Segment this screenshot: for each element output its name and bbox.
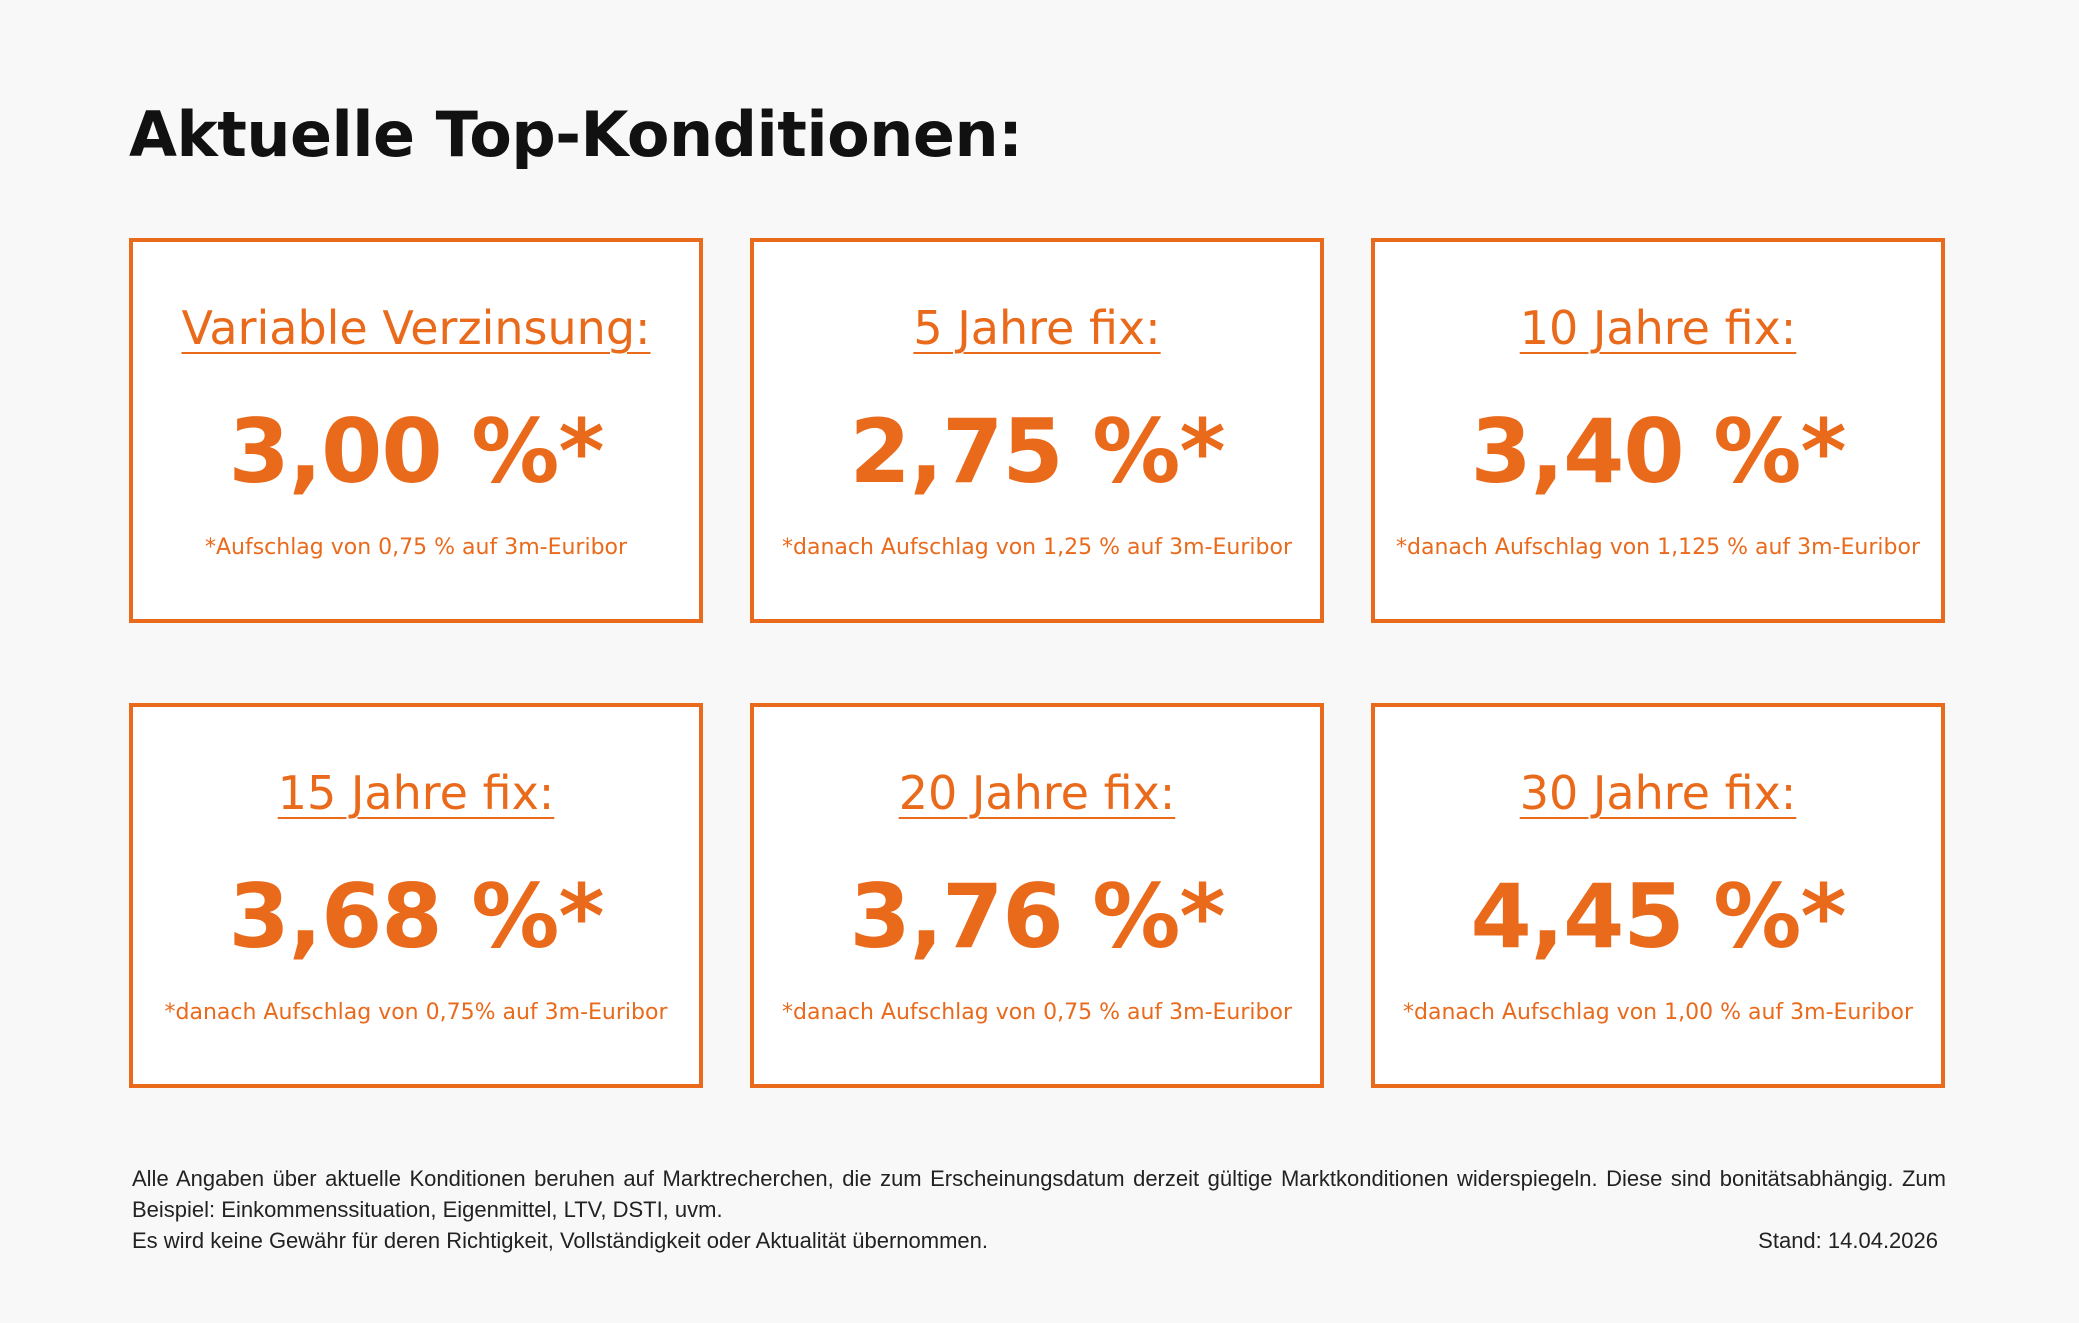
condition-card-variable: Variable Verzinsung: 3,00 %* *Aufschlag …	[129, 238, 703, 623]
disclaimer-footer-line: Es wird keine Gewähr für deren Richtigke…	[132, 1225, 1946, 1256]
card-title: 15 Jahre fix:	[277, 766, 555, 820]
card-note: *danach Aufschlag von 1,25 % auf 3m-Euri…	[782, 535, 1292, 560]
stand-date: Stand: 14.04.2026	[1758, 1228, 1938, 1253]
card-title: 30 Jahre fix:	[1519, 766, 1797, 820]
page-title: Aktuelle Top-Konditionen:	[129, 98, 1023, 171]
card-title: 20 Jahre fix:	[898, 766, 1176, 820]
card-title: 5 Jahre fix:	[913, 301, 1161, 355]
card-title: 10 Jahre fix:	[1519, 301, 1797, 355]
card-rate: 3,76 %*	[849, 865, 1226, 968]
condition-card-15-years: 15 Jahre fix: 3,68 %* *danach Aufschlag …	[129, 703, 703, 1088]
disclaimer-warranty-text: Es wird keine Gewähr für deren Richtigke…	[132, 1228, 988, 1253]
card-rate: 4,45 %*	[1470, 865, 1847, 968]
condition-card-10-years: 10 Jahre fix: 3,40 %* *danach Aufschlag …	[1371, 238, 1945, 623]
card-rate: 3,00 %*	[228, 400, 605, 503]
card-note: *danach Aufschlag von 0,75% auf 3m-Eurib…	[164, 1000, 668, 1025]
card-note: *danach Aufschlag von 1,00 % auf 3m-Euri…	[1403, 1000, 1913, 1025]
card-note: *danach Aufschlag von 0,75 % auf 3m-Euri…	[782, 1000, 1292, 1025]
card-note: *Aufschlag von 0,75 % auf 3m-Euribor	[204, 535, 628, 560]
card-title: Variable Verzinsung:	[181, 301, 651, 355]
card-rate: 2,75 %*	[849, 400, 1226, 503]
disclaimer-text: Alle Angaben über aktuelle Konditionen b…	[132, 1166, 1946, 1222]
condition-card-5-years: 5 Jahre fix: 2,75 %* *danach Aufschlag v…	[750, 238, 1324, 623]
card-rate: 3,68 %*	[228, 865, 605, 968]
condition-card-20-years: 20 Jahre fix: 3,76 %* *danach Aufschlag …	[750, 703, 1324, 1088]
disclaimer: Alle Angaben über aktuelle Konditionen b…	[132, 1163, 1946, 1256]
conditions-grid: Variable Verzinsung: 3,00 %* *Aufschlag …	[129, 238, 1945, 1088]
card-rate: 3,40 %*	[1470, 400, 1847, 503]
condition-card-30-years: 30 Jahre fix: 4,45 %* *danach Aufschlag …	[1371, 703, 1945, 1088]
card-note: *danach Aufschlag von 1,125 % auf 3m-Eur…	[1396, 535, 1920, 560]
